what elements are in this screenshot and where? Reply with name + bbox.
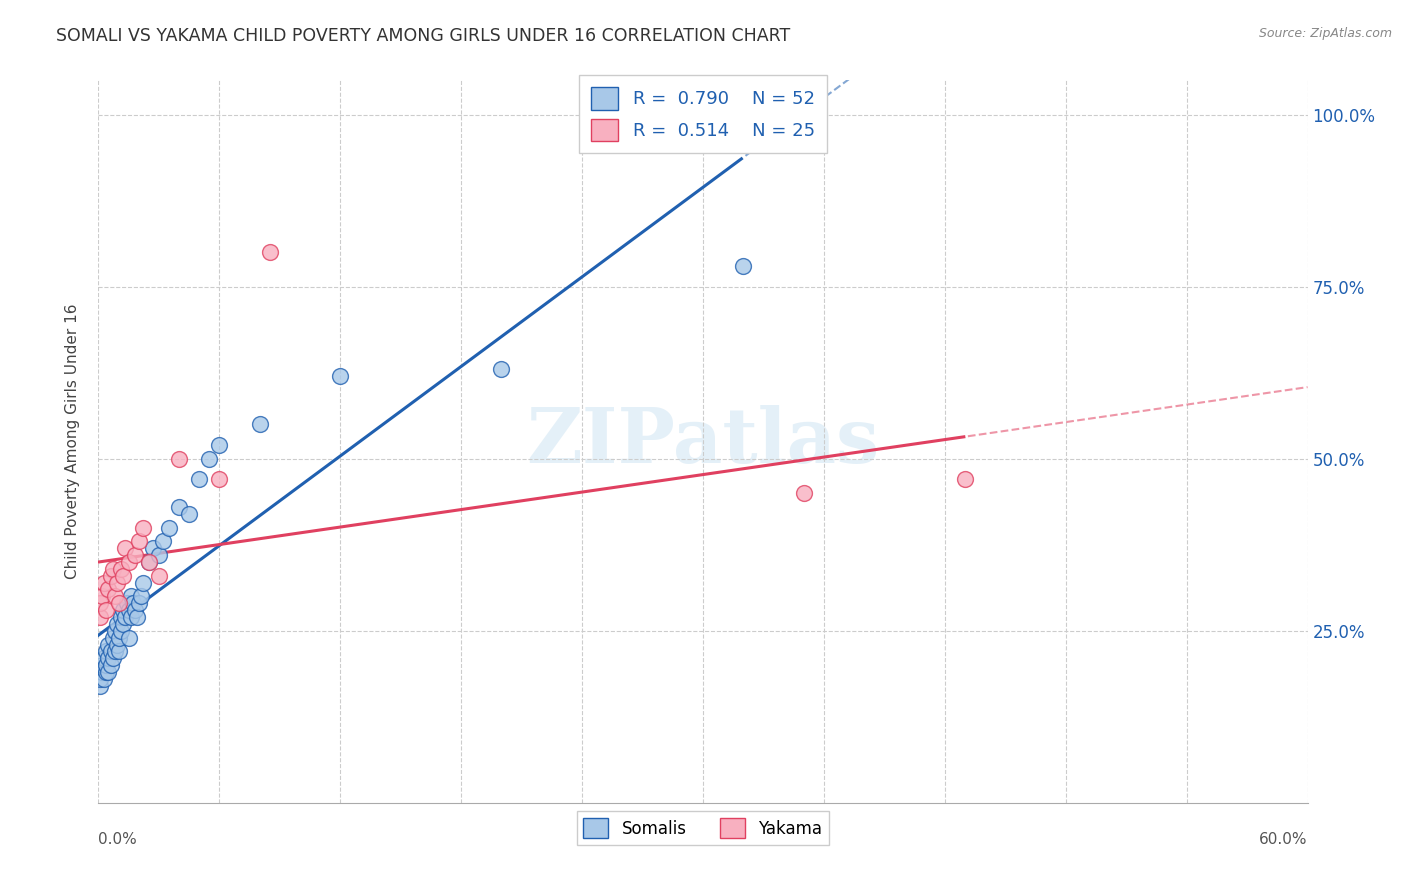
Point — [128, 534, 150, 549]
Point — [142, 541, 165, 556]
Point — [115, 596, 138, 610]
Point — [89, 679, 111, 693]
Point — [89, 596, 111, 610]
Point — [132, 520, 155, 534]
Point — [953, 472, 976, 486]
Point — [188, 472, 211, 486]
Point — [91, 665, 114, 679]
Point — [96, 603, 118, 617]
Point — [101, 631, 124, 645]
Point — [96, 658, 118, 673]
Point — [110, 562, 132, 576]
Point — [167, 451, 190, 466]
Point — [89, 610, 111, 624]
Point — [110, 610, 132, 624]
Point — [120, 590, 142, 604]
Point — [733, 259, 755, 273]
Point — [129, 590, 152, 604]
Point — [100, 568, 122, 582]
Point — [259, 245, 281, 260]
Point — [101, 562, 124, 576]
Point — [124, 548, 146, 562]
Point — [157, 520, 180, 534]
Point — [114, 541, 136, 556]
Point — [105, 638, 128, 652]
Point — [120, 610, 142, 624]
Point — [167, 500, 190, 514]
Point — [121, 596, 143, 610]
Point — [128, 596, 150, 610]
Point — [491, 362, 513, 376]
Point — [100, 644, 122, 658]
Point — [208, 438, 231, 452]
Point — [91, 658, 114, 673]
Point — [125, 610, 148, 624]
Point — [118, 631, 141, 645]
Point — [124, 603, 146, 617]
Point — [105, 575, 128, 590]
Point — [107, 631, 129, 645]
Point — [101, 651, 124, 665]
Point — [103, 624, 125, 638]
Point — [152, 534, 174, 549]
Point — [97, 582, 120, 597]
Point — [111, 568, 134, 582]
Point — [103, 590, 125, 604]
Point — [148, 548, 170, 562]
Point — [96, 665, 118, 679]
Point — [100, 658, 122, 673]
Text: 60.0%: 60.0% — [1260, 831, 1308, 847]
Point — [91, 590, 114, 604]
Point — [793, 486, 815, 500]
Point — [110, 624, 132, 638]
Point — [138, 555, 160, 569]
Text: Source: ZipAtlas.com: Source: ZipAtlas.com — [1258, 27, 1392, 40]
Point — [96, 644, 118, 658]
Text: 0.0%: 0.0% — [98, 831, 138, 847]
Point — [111, 603, 134, 617]
Point — [97, 638, 120, 652]
Point — [105, 616, 128, 631]
Point — [93, 672, 115, 686]
Point — [208, 472, 231, 486]
Point — [118, 603, 141, 617]
Text: ZIPatlas: ZIPatlas — [526, 405, 880, 478]
Point — [138, 555, 160, 569]
Point — [114, 610, 136, 624]
Point — [107, 644, 129, 658]
Point — [132, 575, 155, 590]
Point — [111, 616, 134, 631]
Point — [93, 651, 115, 665]
Text: SOMALI VS YAKAMA CHILD POVERTY AMONG GIRLS UNDER 16 CORRELATION CHART: SOMALI VS YAKAMA CHILD POVERTY AMONG GIR… — [56, 27, 790, 45]
Point — [148, 568, 170, 582]
Point — [198, 451, 221, 466]
Y-axis label: Child Poverty Among Girls Under 16: Child Poverty Among Girls Under 16 — [65, 304, 80, 579]
Point — [97, 665, 120, 679]
Point — [179, 507, 201, 521]
Point — [97, 651, 120, 665]
Point — [103, 644, 125, 658]
Point — [118, 555, 141, 569]
Point — [329, 369, 352, 384]
Point — [93, 575, 115, 590]
Legend: Somalis, Yakama: Somalis, Yakama — [576, 812, 830, 845]
Point — [89, 672, 111, 686]
Point — [107, 596, 129, 610]
Point — [249, 417, 271, 432]
